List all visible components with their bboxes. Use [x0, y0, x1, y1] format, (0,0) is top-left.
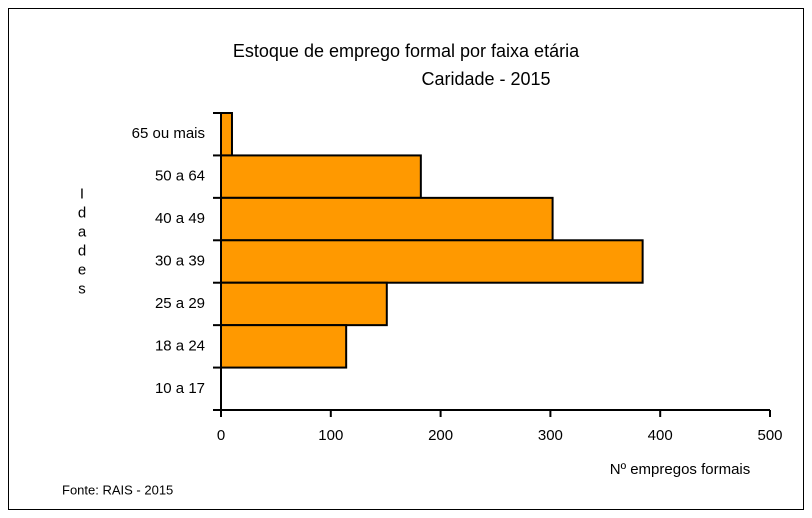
bar — [220, 239, 644, 284]
source-note: Fonte: RAIS - 2015 — [62, 482, 173, 497]
x-axis-label: Nº empregos formais — [610, 461, 751, 478]
bar — [220, 324, 348, 369]
y-tick-label: 65 ou mais — [132, 125, 205, 142]
x-tick-label: 0 — [217, 427, 225, 444]
y-tick-label: 18 a 24 — [155, 337, 205, 354]
bar — [220, 112, 233, 157]
x-tick-label: 400 — [648, 427, 673, 444]
x-tick-label: 300 — [538, 427, 563, 444]
bar — [220, 281, 388, 327]
x-tick-label: 500 — [757, 427, 782, 444]
bar — [220, 154, 422, 199]
y-tick-label: 30 a 39 — [155, 252, 205, 269]
y-tick-label: 25 a 29 — [155, 295, 205, 312]
chart-title: Estoque de emprego formal por faixa etár… — [233, 41, 580, 61]
x-tick-label: 200 — [428, 427, 453, 444]
bar — [220, 196, 554, 242]
chart-subtitle: Caridade - 2015 — [421, 69, 550, 89]
y-tick-label: 50 a 64 — [155, 168, 205, 185]
y-tick-label: 10 a 17 — [155, 380, 205, 397]
x-tick-label: 100 — [318, 427, 343, 444]
y-tick-label: 40 a 49 — [155, 210, 205, 227]
